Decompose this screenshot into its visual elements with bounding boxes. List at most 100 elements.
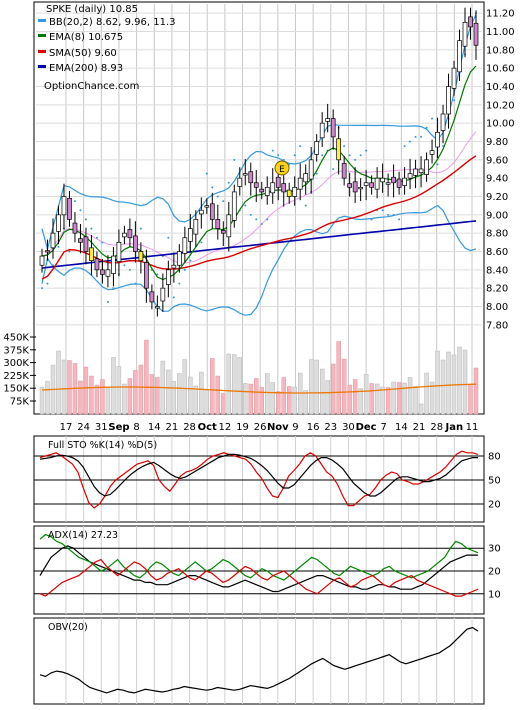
psar-dot xyxy=(41,287,43,290)
candle-body xyxy=(72,222,78,234)
earnings-event-marker: E xyxy=(274,160,290,176)
volume-bar xyxy=(429,381,435,415)
psar-dot xyxy=(46,282,49,285)
candle-body xyxy=(105,269,111,277)
psar-dot xyxy=(156,273,159,276)
volume-bar xyxy=(127,378,133,415)
legend-swatch-ema200 xyxy=(38,65,46,68)
x-tick-label: 11 xyxy=(466,422,479,433)
stochastic-y-tick-label: 80 xyxy=(488,452,501,463)
y-tick-label: 7.80 xyxy=(486,320,508,331)
candle-body xyxy=(281,183,287,193)
candle-body xyxy=(166,269,171,285)
volume-bar xyxy=(133,370,138,415)
adx-title: ADX(14) 27.23 xyxy=(48,530,118,541)
x-tick-label: Dec xyxy=(356,422,377,433)
candle-body xyxy=(369,182,374,188)
candle-body xyxy=(259,188,265,193)
psar-dot xyxy=(200,241,203,244)
legend-label-ema8: EMA(8) 10.675 xyxy=(49,32,123,43)
candle-body xyxy=(61,196,67,216)
candle-body xyxy=(264,186,270,196)
x-tick-label: 12 xyxy=(219,422,232,433)
psar-dot xyxy=(409,140,412,143)
volume-bar xyxy=(347,384,352,415)
candle-body xyxy=(231,191,237,221)
candle-body xyxy=(100,269,105,275)
candle-body xyxy=(413,168,418,176)
candle-body xyxy=(253,182,259,188)
volume-bar xyxy=(254,378,259,415)
candle-body xyxy=(133,235,138,252)
candle-body xyxy=(198,209,204,215)
volume-bar xyxy=(83,366,89,415)
volume-bar xyxy=(226,353,231,415)
volume-bar xyxy=(352,379,358,415)
psar-dot xyxy=(167,236,170,239)
x-tick-label: Nov xyxy=(267,422,289,433)
psar-dot xyxy=(266,218,269,221)
x-tick-label: Oct xyxy=(198,422,217,433)
x-tick-label: Jan xyxy=(445,422,464,433)
candle-body xyxy=(111,255,116,274)
psar-dot xyxy=(222,200,225,203)
volume-bar xyxy=(61,359,67,415)
volume-tick-label: 75K xyxy=(10,397,30,408)
price-panel-frame xyxy=(33,1,485,415)
volume-tick-label: 450K xyxy=(3,333,29,344)
volume-bar xyxy=(473,367,479,415)
volume-bar xyxy=(402,382,407,415)
psar-dot xyxy=(205,172,208,175)
volume-bar xyxy=(221,393,226,415)
x-tick-label: 8 xyxy=(133,422,139,433)
psar-dot xyxy=(332,168,335,170)
volume-bar xyxy=(435,350,440,415)
psar-dot xyxy=(134,282,137,285)
volume-bar xyxy=(259,387,264,415)
psar-dot xyxy=(183,268,186,271)
psar-dot xyxy=(414,135,417,138)
x-tick-label: 7 xyxy=(381,422,387,433)
psar-dot xyxy=(128,268,131,271)
psar-dot xyxy=(359,154,362,157)
volume-bar xyxy=(336,341,341,415)
candle-body xyxy=(429,150,435,155)
candle-body xyxy=(286,189,292,197)
y-tick-label: 11.20 xyxy=(486,9,515,20)
y-tick-label: 9.20 xyxy=(486,192,508,203)
psar-dot xyxy=(282,158,285,161)
x-tick-label: 16 xyxy=(307,422,320,433)
candle-body xyxy=(325,118,331,122)
psar-dot xyxy=(304,204,307,207)
adx-series-di xyxy=(39,533,479,581)
psar-dot xyxy=(84,218,87,221)
volume-bar xyxy=(105,388,111,415)
volume-bar xyxy=(144,339,149,415)
psar-dot xyxy=(172,296,175,299)
psar-dot xyxy=(227,181,230,184)
psar-dot xyxy=(315,172,318,175)
candle-body xyxy=(292,186,298,197)
volume-bar xyxy=(182,359,188,415)
volume-bar xyxy=(396,382,402,415)
volume-bar xyxy=(193,385,199,415)
volume-bar xyxy=(440,359,446,415)
psar-dot xyxy=(178,282,181,285)
adx-y-tick-label: 30 xyxy=(488,544,501,555)
volume-bar xyxy=(292,386,297,415)
psar-dot xyxy=(101,241,104,244)
candle-body xyxy=(297,177,303,190)
candle-body xyxy=(468,16,473,28)
x-tick-label: 9 xyxy=(292,422,298,433)
x-tick-label: 14 xyxy=(148,422,161,433)
bb-upper-band xyxy=(41,14,477,250)
volume-bar xyxy=(188,376,193,415)
stochastic-panel-frame xyxy=(33,435,485,523)
y-tick-label: 8.60 xyxy=(486,247,508,258)
y-tick-label: 10.20 xyxy=(486,100,515,111)
psar-dot xyxy=(249,213,252,216)
legend-swatch-bb xyxy=(38,19,46,22)
y-tick-label: 8.80 xyxy=(486,229,508,240)
volume-bar xyxy=(369,383,374,415)
